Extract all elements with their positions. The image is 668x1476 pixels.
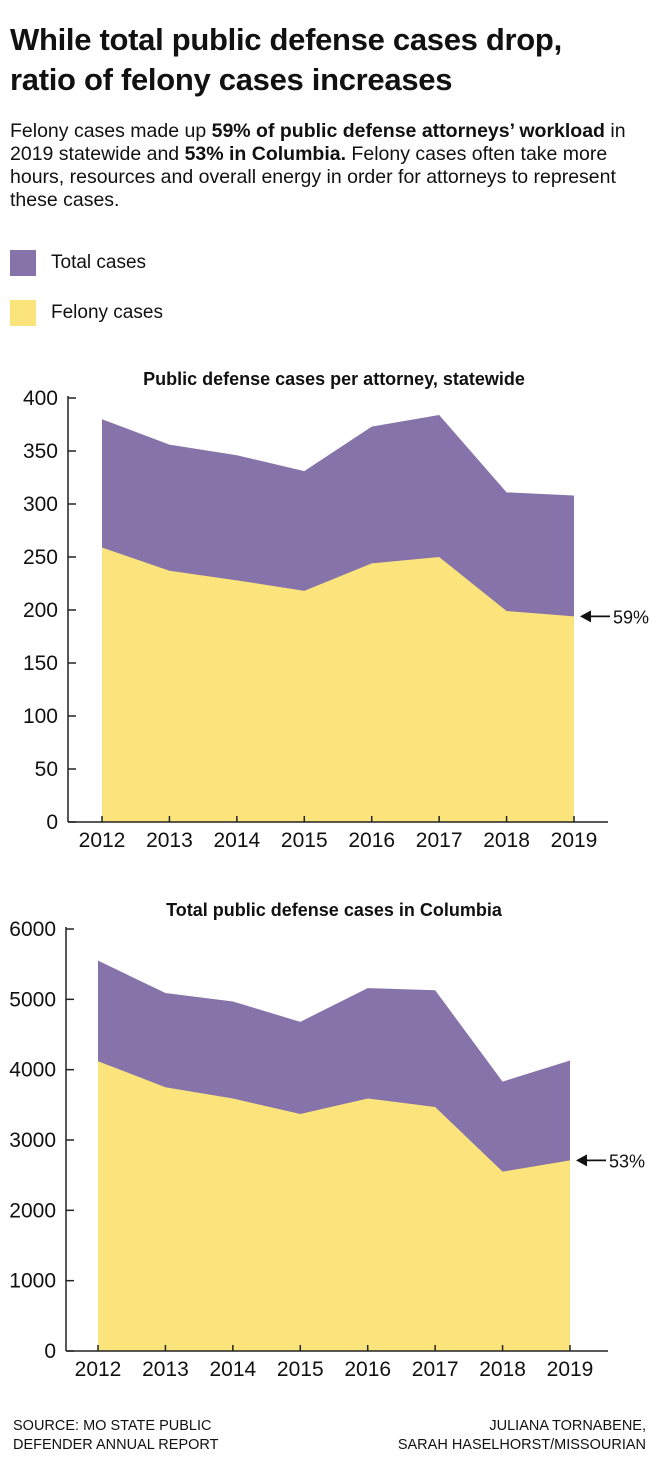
dek-text-3: Felony cases often take more hours, reso… [10,143,616,211]
dek-text-1: Felony cases made up [10,120,212,142]
legend-swatch-felony [10,300,36,326]
y-tick-label: 250 [23,546,58,569]
x-tick-label: 2015 [281,829,328,852]
y-tick-label: 5000 [9,988,56,1011]
x-tick-label: 2014 [213,829,260,852]
headline-line-1: While total public defense cases drop, [10,22,562,57]
legend-label-total: Total cases [51,252,147,273]
credit-note: JULIANA TORNABENE, SARAH HASELHORST/Miss… [398,1417,646,1455]
y-tick-label: 3000 [9,1129,56,1152]
annotation-label: 53% [609,1151,645,1171]
legend-label-felony: Felony cases [51,302,163,323]
y-tick-label: 100 [23,705,58,728]
chart-statewide: Public defense cases per attorney, state… [0,360,668,860]
chart-statewide-svg: Public defense cases per attorney, state… [23,369,649,852]
y-tick-label: 300 [23,493,58,516]
x-tick-label: 2016 [344,1358,391,1381]
y-tick-label: 1000 [9,1270,56,1293]
dek-bold-columbia: 53% in Columbia. [184,143,347,165]
chart-title: Public defense cases per attorney, state… [143,369,525,389]
legend-total: Total cases [10,250,146,276]
x-tick-label: 2018 [479,1358,526,1381]
chart-columbia: Total public defense cases in Columbia 0 1… [0,890,668,1400]
y-tick-label: 400 [23,387,58,410]
chart-title: Total public defense cases in Columbia [166,900,503,920]
dek-paragraph: Felony cases made up 59% of public defen… [10,120,660,212]
headline: While total public defense cases drop, r… [10,20,660,100]
y-tick-label: 150 [23,652,58,675]
x-tick-label: 2017 [412,1358,459,1381]
y-tick-label: 0 [44,1340,56,1363]
x-tick-label: 2012 [79,829,126,852]
annotation-label: 59% [613,607,649,627]
annotation-arrow-head [576,1154,587,1167]
credit-line-1: JULIANA TORNABENE, [489,1418,646,1434]
x-tick-label: 2014 [209,1358,256,1381]
x-tick-label: 2018 [483,829,530,852]
source-line-1: Source: MO STATE PUBLIC [13,1418,212,1434]
y-tick-label: 200 [23,599,58,622]
x-tick-label: 2017 [416,829,463,852]
y-tick-label: 4000 [9,1059,56,1082]
area-felony-cases [98,1061,570,1351]
legend-felony: Felony cases [10,300,163,326]
y-tick-label: 0 [46,811,58,834]
dek-bold-statewide: 59% of public defense attorneys’ workloa… [211,120,605,142]
headline-line-2: ratio of felony cases increases [10,62,453,97]
dek-text-2: in 2019 statewide and [10,120,626,165]
y-tick-label: 50 [35,758,58,781]
credit-line-2: SARAH HASELHORST/Missourian [397,1437,646,1453]
area-felony-cases [102,547,574,822]
y-tick-label: 6000 [9,918,56,941]
x-tick-label: 2013 [142,1358,189,1381]
source-line-2: DEFENDER ANNUAL REPORT [13,1437,219,1453]
annotation-arrow-head [580,610,591,623]
chart-columbia-svg: Total public defense cases in Columbia 0 1… [9,900,645,1381]
x-tick-label: 2019 [547,1358,594,1381]
x-tick-label: 2015 [277,1358,324,1381]
x-tick-label: 2016 [348,829,395,852]
x-tick-label: 2019 [551,829,598,852]
legend-swatch-total [10,250,36,276]
source-note: Source: MO STATE PUBLIC DEFENDER ANNUAL … [13,1417,218,1455]
x-tick-label: 2013 [146,829,193,852]
y-tick-label: 350 [23,440,58,463]
x-tick-label: 2012 [75,1358,122,1381]
y-tick-label: 2000 [9,1199,56,1222]
